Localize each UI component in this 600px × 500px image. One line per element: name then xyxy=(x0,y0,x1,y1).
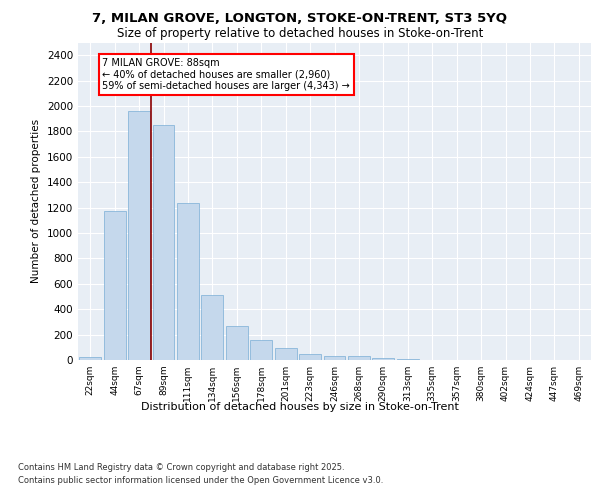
Text: 7 MILAN GROVE: 88sqm
← 40% of detached houses are smaller (2,960)
59% of semi-de: 7 MILAN GROVE: 88sqm ← 40% of detached h… xyxy=(103,58,350,91)
Bar xyxy=(323,356,346,360)
Text: 7, MILAN GROVE, LONGTON, STOKE-ON-TRENT, ST3 5YQ: 7, MILAN GROVE, LONGTON, STOKE-ON-TRENT,… xyxy=(92,12,508,26)
Bar xyxy=(275,348,296,360)
Bar xyxy=(104,212,125,360)
Bar xyxy=(128,111,150,360)
Bar xyxy=(177,202,199,360)
Text: Distribution of detached houses by size in Stoke-on-Trent: Distribution of detached houses by size … xyxy=(141,402,459,412)
Bar xyxy=(79,357,101,360)
Text: Size of property relative to detached houses in Stoke-on-Trent: Size of property relative to detached ho… xyxy=(117,28,483,40)
Bar xyxy=(299,354,321,360)
Bar xyxy=(250,340,272,360)
Text: Contains HM Land Registry data © Crown copyright and database right 2025.: Contains HM Land Registry data © Crown c… xyxy=(18,462,344,471)
Text: Contains public sector information licensed under the Open Government Licence v3: Contains public sector information licen… xyxy=(18,476,383,485)
Bar xyxy=(373,358,394,360)
Y-axis label: Number of detached properties: Number of detached properties xyxy=(31,119,41,284)
Bar xyxy=(152,125,175,360)
Bar xyxy=(348,356,370,360)
Bar xyxy=(226,326,248,360)
Bar xyxy=(202,295,223,360)
